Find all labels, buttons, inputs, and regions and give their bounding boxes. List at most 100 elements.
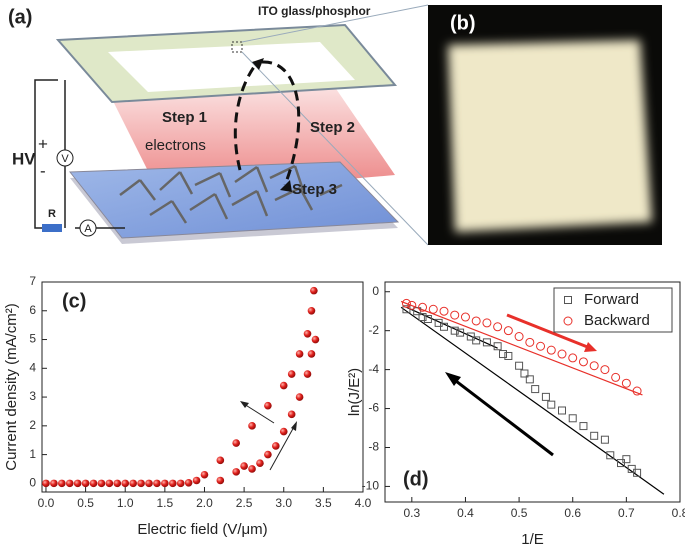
legend-box bbox=[553, 287, 673, 333]
marker bbox=[493, 322, 503, 332]
marker bbox=[504, 351, 513, 360]
hv-label: HV bbox=[12, 149, 36, 168]
marker bbox=[579, 422, 588, 431]
marker bbox=[272, 442, 280, 450]
marker bbox=[176, 479, 185, 488]
marker bbox=[264, 450, 272, 459]
marker bbox=[216, 456, 225, 465]
marker bbox=[541, 392, 550, 401]
fit-line bbox=[406, 306, 498, 349]
marker bbox=[557, 349, 567, 359]
marker bbox=[232, 439, 240, 447]
marker bbox=[200, 470, 209, 479]
panel-label: (b) bbox=[450, 12, 476, 34]
plot-frame bbox=[41, 281, 364, 493]
marker bbox=[450, 310, 460, 320]
x-tick-label: 0.7 bbox=[618, 506, 635, 520]
marker bbox=[536, 341, 546, 351]
marker bbox=[295, 350, 304, 358]
photo: (b) bbox=[428, 5, 662, 245]
y-tick-label: -4 bbox=[368, 362, 379, 376]
marker bbox=[515, 361, 524, 370]
marker bbox=[303, 329, 312, 338]
marker bbox=[168, 479, 177, 488]
marker bbox=[547, 400, 556, 409]
x-tick-label: 0.5 bbox=[511, 506, 528, 520]
marker bbox=[450, 326, 459, 335]
marker bbox=[632, 386, 642, 396]
marker bbox=[471, 316, 481, 326]
arrow-head bbox=[252, 58, 264, 70]
plot: 0.0 0.5 1.0 1.5 2.0 2.5 3.0 3.5 4.0 0 1 2 3 4 5 6 7 Elect… bbox=[3, 274, 372, 538]
marker bbox=[153, 479, 161, 488]
marker bbox=[531, 385, 540, 394]
marker bbox=[192, 476, 201, 485]
arrow-head bbox=[291, 421, 297, 431]
marker bbox=[428, 304, 438, 314]
marker bbox=[503, 326, 513, 336]
x-tick-label: 1.5 bbox=[157, 496, 174, 510]
x-tick-label: 0.3 bbox=[403, 506, 420, 520]
marker bbox=[216, 476, 225, 485]
y-tick-label: -8 bbox=[368, 440, 379, 454]
marker bbox=[525, 337, 535, 347]
arrow bbox=[243, 403, 275, 424]
fit-line bbox=[400, 306, 665, 495]
legend-label: Backward bbox=[584, 312, 650, 329]
marker bbox=[546, 345, 556, 355]
marker bbox=[129, 479, 137, 488]
phosphor-area bbox=[108, 42, 355, 92]
y-tick-label: 2 bbox=[29, 418, 36, 432]
marker bbox=[287, 370, 296, 378]
plot-frame bbox=[384, 281, 681, 503]
y-axis-label: ln(J/E²) bbox=[346, 368, 363, 416]
marker bbox=[520, 369, 529, 378]
y-tick-label: 6 bbox=[29, 303, 36, 317]
annotations bbox=[240, 313, 597, 471]
x-tick-label: 0.4 bbox=[457, 506, 474, 520]
y-tick-label: 0 bbox=[29, 476, 36, 490]
panel-label: (d) bbox=[403, 468, 429, 490]
minus-label: - bbox=[40, 161, 46, 180]
x-tick-label: 0.8 bbox=[672, 506, 685, 520]
marker bbox=[256, 459, 264, 468]
x-tick-label: 3.0 bbox=[275, 496, 292, 510]
marker bbox=[279, 427, 288, 436]
marker bbox=[564, 296, 572, 304]
marker bbox=[611, 372, 621, 382]
marker bbox=[240, 462, 248, 470]
plus-label: + bbox=[38, 134, 48, 153]
x-tick-label: 2.5 bbox=[236, 496, 253, 510]
marker bbox=[589, 361, 599, 371]
marker bbox=[606, 451, 615, 460]
x-tick-label: 0.6 bbox=[564, 506, 581, 520]
marker bbox=[232, 468, 240, 476]
y-tick-label: 4 bbox=[29, 360, 36, 374]
marker bbox=[145, 479, 153, 488]
marker bbox=[621, 378, 631, 388]
ammeter bbox=[79, 219, 97, 237]
y-tick-label: 5 bbox=[29, 332, 36, 346]
x-axis-label: 1/E bbox=[521, 531, 544, 548]
marker bbox=[563, 316, 573, 326]
marker bbox=[184, 478, 193, 487]
marker bbox=[493, 342, 502, 351]
fit-line bbox=[400, 300, 643, 396]
marker bbox=[418, 313, 427, 322]
marker bbox=[482, 318, 492, 328]
nanowires bbox=[119, 164, 343, 224]
marker bbox=[58, 479, 66, 488]
y-tick-label: 0 bbox=[372, 284, 379, 298]
step-label: Step 3 bbox=[292, 181, 337, 198]
marker bbox=[568, 353, 578, 363]
circuit bbox=[34, 79, 125, 229]
schematic: (a) ITO glass/phosphor Step 1 Step 2 Ste… bbox=[8, 4, 429, 246]
x-tick-label: 0.5 bbox=[77, 496, 94, 510]
y-tick-label: 7 bbox=[29, 274, 36, 288]
arrow bbox=[451, 376, 554, 457]
arrow-head bbox=[280, 180, 292, 192]
emission-area bbox=[448, 40, 652, 232]
resistor-label: R bbox=[48, 208, 56, 220]
